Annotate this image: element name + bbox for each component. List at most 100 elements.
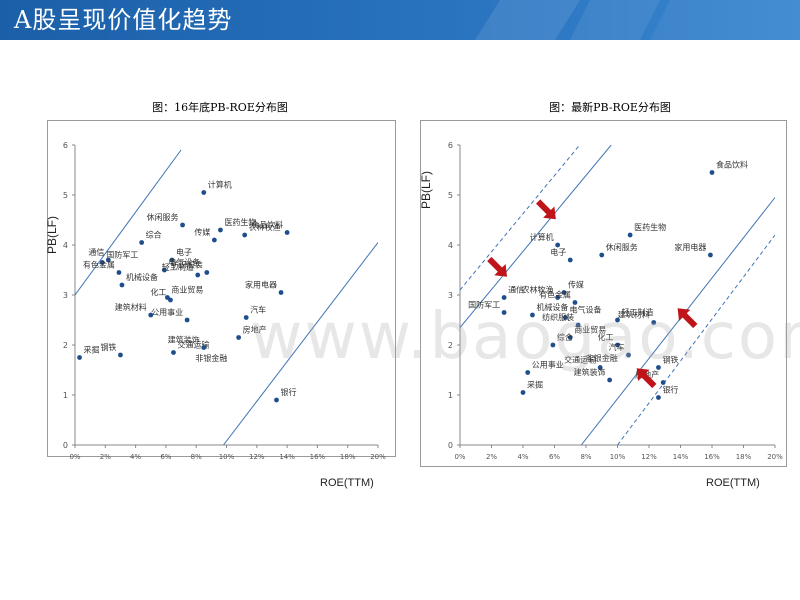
data-point-label: 计算机 — [530, 232, 554, 242]
data-point — [116, 270, 122, 275]
y-tick-label: 6 — [448, 141, 453, 150]
data-point — [274, 397, 279, 403]
data-point — [278, 290, 284, 295]
data-point — [656, 395, 661, 400]
data-point-label: 传媒 — [568, 280, 584, 290]
data-point-label: 医药生物 — [634, 222, 666, 232]
y-tick-label: 4 — [448, 241, 453, 250]
data-point-label: 国防军工 — [106, 250, 138, 260]
data-point — [660, 380, 666, 385]
data-point — [168, 297, 173, 303]
data-point-label: 医药生物 — [224, 217, 256, 227]
data-point — [180, 222, 185, 228]
data-point-label: 农林牧渔 — [522, 285, 554, 295]
red-arrow-shape — [487, 256, 507, 277]
data-point-label: 银行 — [280, 387, 296, 397]
chart-title-right: 图：最新PB-ROE分布图 — [549, 101, 671, 114]
annotation-label: 非银金融 — [586, 353, 618, 363]
x-tick-label: 14% — [279, 453, 295, 461]
data-point — [243, 315, 249, 320]
x-tick-label: 0% — [69, 453, 80, 461]
data-point — [597, 365, 603, 370]
data-point-label: 公用事业 — [532, 360, 564, 370]
data-point — [148, 312, 154, 318]
data-point-label: 建筑材料 — [115, 302, 147, 312]
data-point — [615, 317, 620, 323]
x-tick-label: 16% — [704, 453, 720, 461]
data-point — [555, 295, 561, 300]
data-point — [525, 370, 531, 375]
data-point-label: 国防军工 — [468, 300, 500, 310]
data-point-label: 纺织服装 — [171, 260, 203, 270]
y-tick-label: 4 — [63, 241, 68, 250]
data-point-label: 房地产 — [243, 325, 267, 335]
data-point — [563, 315, 568, 320]
data-point — [615, 342, 620, 348]
data-point — [201, 190, 207, 195]
data-point — [520, 390, 526, 395]
x-tick-label: 20% — [370, 453, 386, 461]
data-point — [656, 365, 661, 370]
header-bar: A股呈现价值化趋势 — [0, 0, 800, 40]
data-point — [242, 232, 248, 238]
data-point-label: 休闲服务 — [606, 242, 638, 252]
y-tick-label: 5 — [63, 191, 68, 200]
data-point — [118, 352, 123, 358]
data-point-label: 汽车 — [609, 342, 625, 352]
solid-trend-line — [223, 242, 378, 445]
data-point-label: 交通运输 — [564, 355, 596, 365]
annotation-label: 非银金融 — [195, 353, 227, 363]
data-point — [105, 257, 111, 263]
red-arrow — [677, 308, 698, 329]
x-tick-label: 12% — [249, 453, 265, 461]
data-point-label: 计算机 — [208, 180, 232, 190]
y-tick-label: 1 — [448, 391, 453, 400]
data-point — [501, 310, 507, 315]
data-point-label: 电子 — [550, 247, 566, 257]
data-point — [161, 267, 167, 273]
x-tick-label: 2% — [486, 453, 497, 461]
x-tick-label: 18% — [340, 453, 356, 461]
data-point-label: 银行 — [662, 385, 678, 395]
data-point-label: 公用事业 — [151, 307, 183, 317]
data-point-label: 房地产 — [635, 370, 659, 380]
x-tick-label: 8% — [191, 453, 202, 461]
data-point-label: 通信 — [508, 285, 524, 295]
data-point-label: 轻工制造 — [622, 307, 654, 317]
data-point-label: 农林牧渔 — [249, 222, 281, 232]
x-tick-label: 10% — [610, 453, 626, 461]
data-point — [201, 345, 207, 350]
data-point — [567, 257, 573, 263]
chart-frame-left — [47, 120, 396, 457]
dashed-trend-line — [460, 145, 581, 291]
data-point-label: 机械设备 — [536, 302, 568, 312]
data-point — [218, 227, 223, 233]
data-point — [550, 342, 556, 348]
data-point-label: 休闲服务 — [147, 212, 179, 222]
x-tick-label: 4% — [517, 453, 528, 461]
data-point-label: 钢铁 — [662, 355, 678, 365]
data-point — [561, 290, 567, 295]
x-tick-label: 0% — [454, 453, 465, 461]
watermark: www.baogao.com — [250, 300, 800, 374]
data-point-label: 建筑装饰 — [574, 367, 606, 377]
data-point — [708, 252, 713, 258]
data-point — [627, 232, 633, 238]
x-axis-label: ROE(TTM) — [320, 477, 374, 489]
y-tick-label: 1 — [63, 391, 68, 400]
x-tick-label: 4% — [130, 453, 141, 461]
x-tick-label: 2% — [100, 453, 111, 461]
x-tick-label: 6% — [160, 453, 171, 461]
data-point-label: 家用电器 — [674, 242, 706, 252]
data-point — [119, 282, 125, 288]
y-axis-label: PB(LF) — [45, 216, 59, 254]
data-point-label: 化工 — [150, 287, 166, 297]
data-point — [501, 295, 507, 300]
y-tick-label: 3 — [448, 291, 453, 300]
data-point-label: 商业贸易 — [171, 285, 203, 295]
solid-trend-line — [75, 149, 182, 296]
x-tick-label: 6% — [549, 453, 560, 461]
data-point — [211, 237, 217, 243]
red-arrow — [636, 368, 657, 389]
data-point-label: 食品饮料 — [251, 220, 283, 230]
